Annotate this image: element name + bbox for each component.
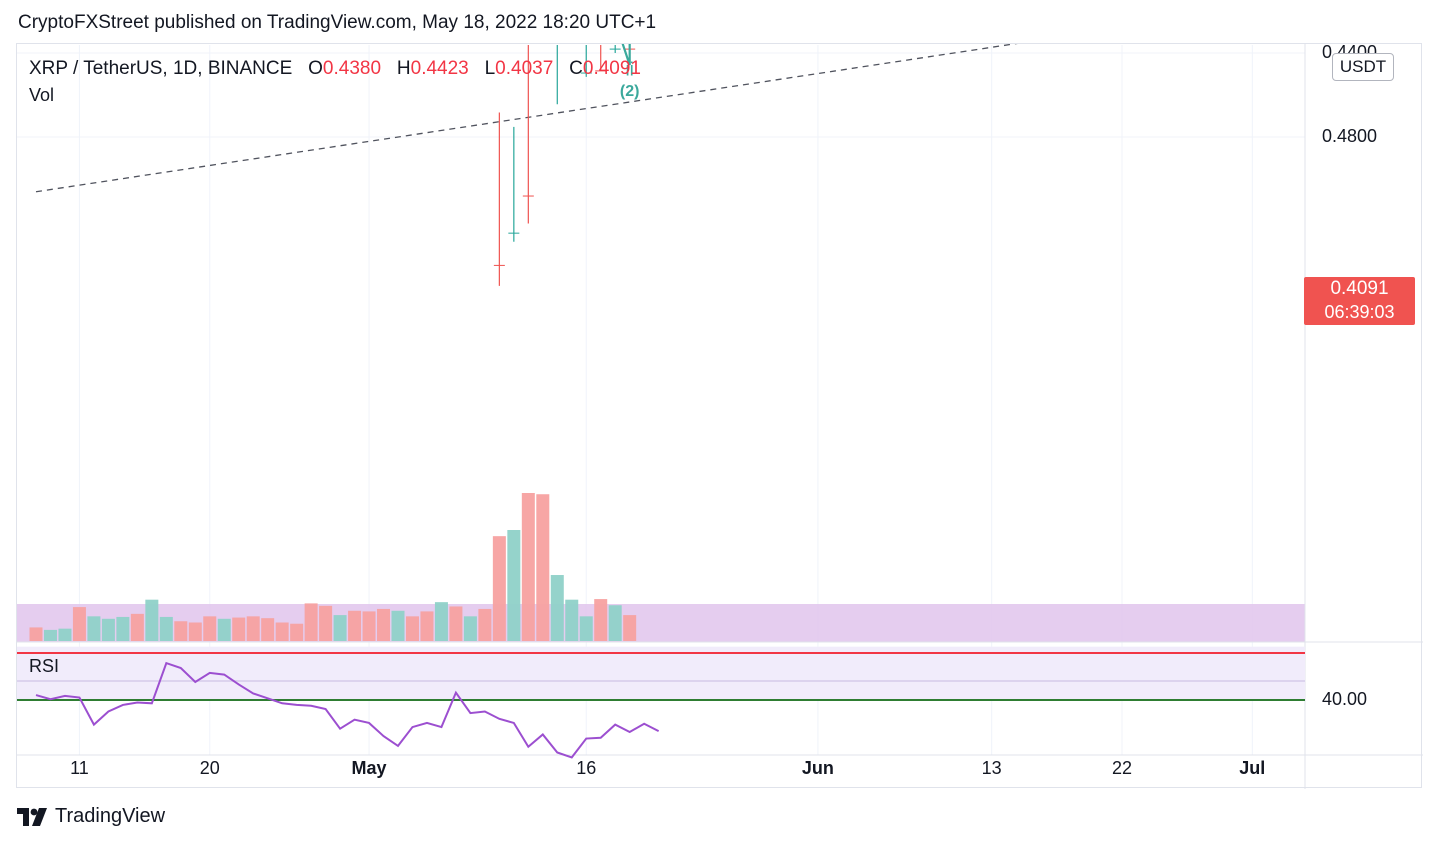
volume-bar: [405, 616, 419, 641]
volume-bar: [521, 493, 535, 641]
time-tick-label: 20: [200, 758, 220, 778]
volume-bar: [492, 536, 506, 641]
volume-bar: [579, 616, 593, 641]
legend-open-label: O: [308, 58, 323, 79]
volume-bar: [246, 616, 260, 641]
symbol-legend: XRP / TetherUS, 1D, BINANCE O0.4380 H0.4…: [29, 58, 641, 80]
volume-label: Vol: [29, 85, 55, 105]
rsi-line: [35, 661, 660, 759]
time-tick-label: 16: [576, 758, 596, 778]
volume-bar: [565, 599, 579, 641]
time-tick-label: May: [352, 758, 387, 778]
volume-zone: [17, 604, 1305, 642]
legend-close-label: C: [569, 58, 583, 79]
legend-low-value: 0.4037: [495, 58, 554, 79]
volume-bar: [507, 530, 521, 641]
volume-bar: [304, 603, 318, 641]
volume-bar: [43, 629, 57, 641]
price-tick-label: 0.4800: [1322, 126, 1377, 146]
time-tick-label: 11: [70, 758, 89, 778]
legend-low-label: L: [484, 58, 496, 79]
volume-bar: [29, 627, 43, 641]
wave-label: (2): [620, 83, 640, 100]
volume-bar: [159, 616, 173, 641]
volume-bar: [420, 611, 434, 641]
price-chart[interactable]: (1)(2)iiiv(4)iii(3)v(5)0.30000.32000.340…: [17, 44, 1423, 789]
candle-body: [580, 72, 592, 74]
time-tick-label: 22: [1112, 758, 1132, 778]
volume-bar: [145, 599, 159, 641]
volume-bar: [478, 608, 492, 641]
tradingview-logo-icon: [17, 807, 47, 826]
volume-bar: [536, 494, 550, 641]
volume-bar: [290, 623, 304, 641]
candle-body: [595, 70, 607, 72]
volume-bar: [72, 607, 86, 641]
volume-bar: [261, 618, 275, 641]
volume-bar: [275, 622, 289, 641]
candle-body: [508, 232, 520, 234]
rsi-tick-label: 40.00: [1322, 689, 1367, 709]
volume-bar: [449, 606, 463, 641]
volume-bar: [333, 615, 347, 641]
volume-bar: [101, 618, 115, 641]
last-price-value: 0.4091: [1330, 278, 1389, 299]
volume-bar: [391, 610, 405, 641]
legend-close-value: 0.4091: [582, 58, 641, 79]
bar-countdown: 06:39:03: [1324, 302, 1395, 322]
wave-label: ii: [625, 59, 633, 80]
volume-bar: [608, 605, 622, 641]
candle-body: [609, 48, 621, 50]
candle-body: [522, 195, 534, 197]
volume-bar: [377, 608, 391, 641]
legend-high-label: H: [396, 58, 411, 79]
volume-bar: [348, 610, 362, 641]
legend-high-value: 0.4423: [410, 58, 469, 79]
currency-button[interactable]: USDT: [1332, 53, 1394, 81]
volume-bar: [58, 628, 72, 641]
time-tick-label: Jun: [802, 758, 834, 778]
volume-bar: [174, 621, 188, 641]
footer: TradingView: [17, 805, 165, 828]
footer-brand[interactable]: TradingView: [55, 805, 166, 827]
volume-bar: [203, 616, 217, 641]
candles: [493, 45, 636, 286]
rsi-band: [17, 646, 1305, 700]
legend-open-value: 0.4380: [322, 58, 382, 79]
volume-bar: [623, 615, 637, 641]
chart-caption: CryptoFXStreet published on TradingView.…: [18, 12, 657, 33]
volume-bar: [362, 611, 376, 641]
volume-bar: [130, 613, 144, 641]
last-price-tag: 0.4091 06:39:03: [1304, 277, 1415, 325]
volume-bar: [116, 616, 130, 641]
chart-frame: (1)(2)iiiv(4)iii(3)v(5)0.30000.32000.340…: [16, 43, 1423, 789]
volume-bar: [594, 599, 608, 641]
rsi-label: RSI: [29, 656, 60, 676]
volume-bar: [217, 618, 231, 641]
time-tick-label: Jul: [1239, 758, 1265, 778]
time-tick-label: 13: [982, 758, 1002, 778]
candle-body: [493, 264, 505, 266]
volume-bar: [232, 617, 246, 641]
volume-bar: [463, 616, 477, 641]
volume-bar: [87, 616, 101, 641]
volume-bar: [550, 575, 564, 641]
volume-bar: [188, 622, 202, 641]
volume-bar: [434, 602, 448, 641]
volume-bars: [29, 493, 637, 641]
price-axis: 0.30000.32000.34000.36000.38000.44000.48…: [1322, 44, 1377, 709]
legend-symbol: XRP / TetherUS, 1D, BINANCE: [29, 58, 293, 79]
volume-bar: [319, 605, 333, 641]
